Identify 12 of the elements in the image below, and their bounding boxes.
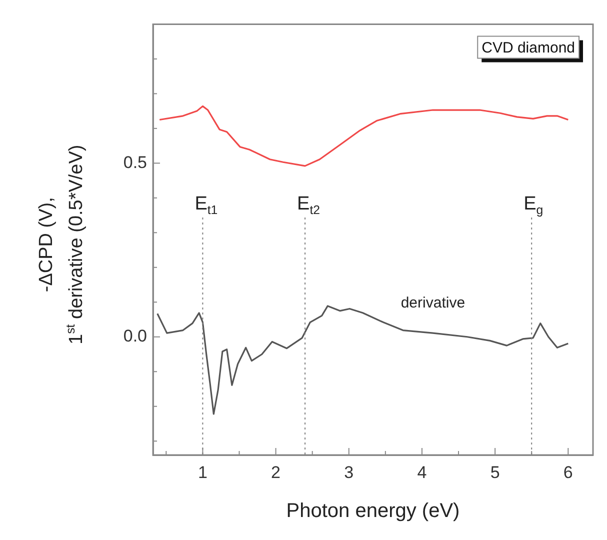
x-tick-label: 5: [490, 462, 500, 482]
x-tick-label: 4: [417, 462, 427, 482]
y-tick-label: 0.5: [123, 152, 147, 172]
series-label: derivative: [400, 294, 466, 312]
text: -ΔCPD (V), 1st derivative (0.5*V/eV): [36, 144, 87, 344]
annotation: CVD diamond: [482, 39, 576, 56]
x-axis-title: Photon energy (eV): [286, 500, 460, 522]
x-tick-label: 2: [271, 462, 281, 482]
x-tick-label: 6: [563, 462, 573, 482]
x-tick-label: 1: [198, 462, 208, 482]
y-tick-label: 0.0: [123, 326, 147, 346]
x-tick-label: 3: [344, 462, 354, 482]
